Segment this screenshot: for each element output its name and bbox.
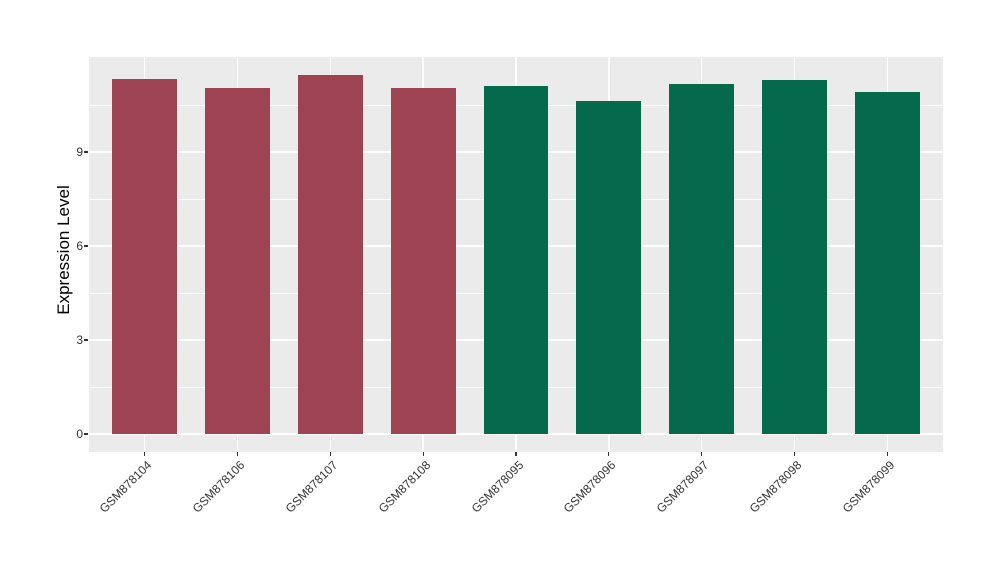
x-tick-mark (886, 452, 888, 456)
y-tick-mark (84, 245, 88, 247)
bar-GSM878104 (112, 79, 178, 435)
y-tick-label: 9 (76, 144, 83, 159)
x-tick-mark (515, 452, 517, 456)
bar-GSM878107 (297, 74, 363, 435)
y-tick-mark (84, 151, 88, 153)
x-tick-mark (329, 452, 331, 456)
x-tick-label: GSM878099 (667, 458, 898, 516)
bar-GSM878097 (669, 83, 735, 435)
y-tick-mark (84, 433, 88, 435)
x-tick-mark (793, 452, 796, 456)
bar-GSM878095 (483, 85, 549, 435)
x-tick-label-text: GSM878099 (839, 458, 898, 516)
y-tick-label: 0 (76, 427, 83, 442)
x-tick-mark (701, 452, 703, 456)
bar-GSM878098 (761, 79, 827, 435)
bar-GSM878099 (854, 92, 920, 435)
bar-GSM878108 (390, 88, 456, 435)
y-tick-label: 3 (76, 333, 83, 348)
x-tick-mark (608, 452, 610, 456)
plot-panel (89, 57, 943, 452)
y-tick-label: 6 (76, 239, 83, 254)
x-tick-mark (422, 452, 424, 456)
x-tick-mark (236, 452, 239, 456)
y-tick-mark (84, 339, 88, 341)
bar-GSM878096 (576, 100, 642, 435)
bar-GSM878106 (205, 88, 270, 435)
x-tick-mark (144, 452, 146, 456)
